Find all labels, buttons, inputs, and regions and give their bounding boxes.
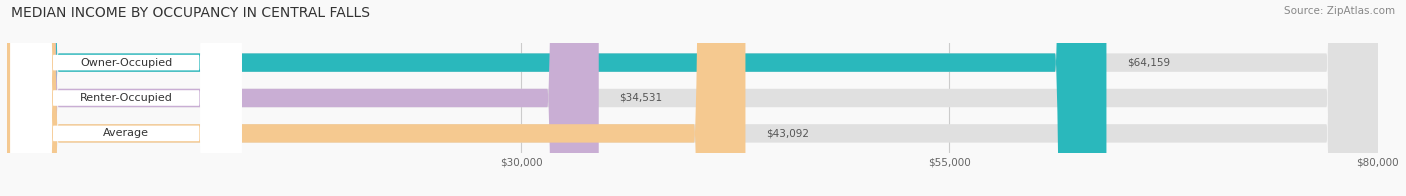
FancyBboxPatch shape: [7, 0, 1378, 196]
Text: $43,092: $43,092: [766, 128, 808, 138]
Text: MEDIAN INCOME BY OCCUPANCY IN CENTRAL FALLS: MEDIAN INCOME BY OCCUPANCY IN CENTRAL FA…: [11, 6, 370, 20]
FancyBboxPatch shape: [10, 0, 242, 196]
FancyBboxPatch shape: [7, 0, 1378, 196]
Text: Average: Average: [103, 128, 149, 138]
Text: Owner-Occupied: Owner-Occupied: [80, 58, 173, 68]
FancyBboxPatch shape: [10, 0, 242, 196]
Text: $64,159: $64,159: [1128, 58, 1170, 68]
FancyBboxPatch shape: [7, 0, 745, 196]
FancyBboxPatch shape: [7, 0, 1378, 196]
Text: Source: ZipAtlas.com: Source: ZipAtlas.com: [1284, 6, 1395, 16]
Text: $34,531: $34,531: [619, 93, 662, 103]
FancyBboxPatch shape: [7, 0, 599, 196]
Text: Renter-Occupied: Renter-Occupied: [80, 93, 173, 103]
FancyBboxPatch shape: [10, 0, 242, 196]
FancyBboxPatch shape: [7, 0, 1107, 196]
